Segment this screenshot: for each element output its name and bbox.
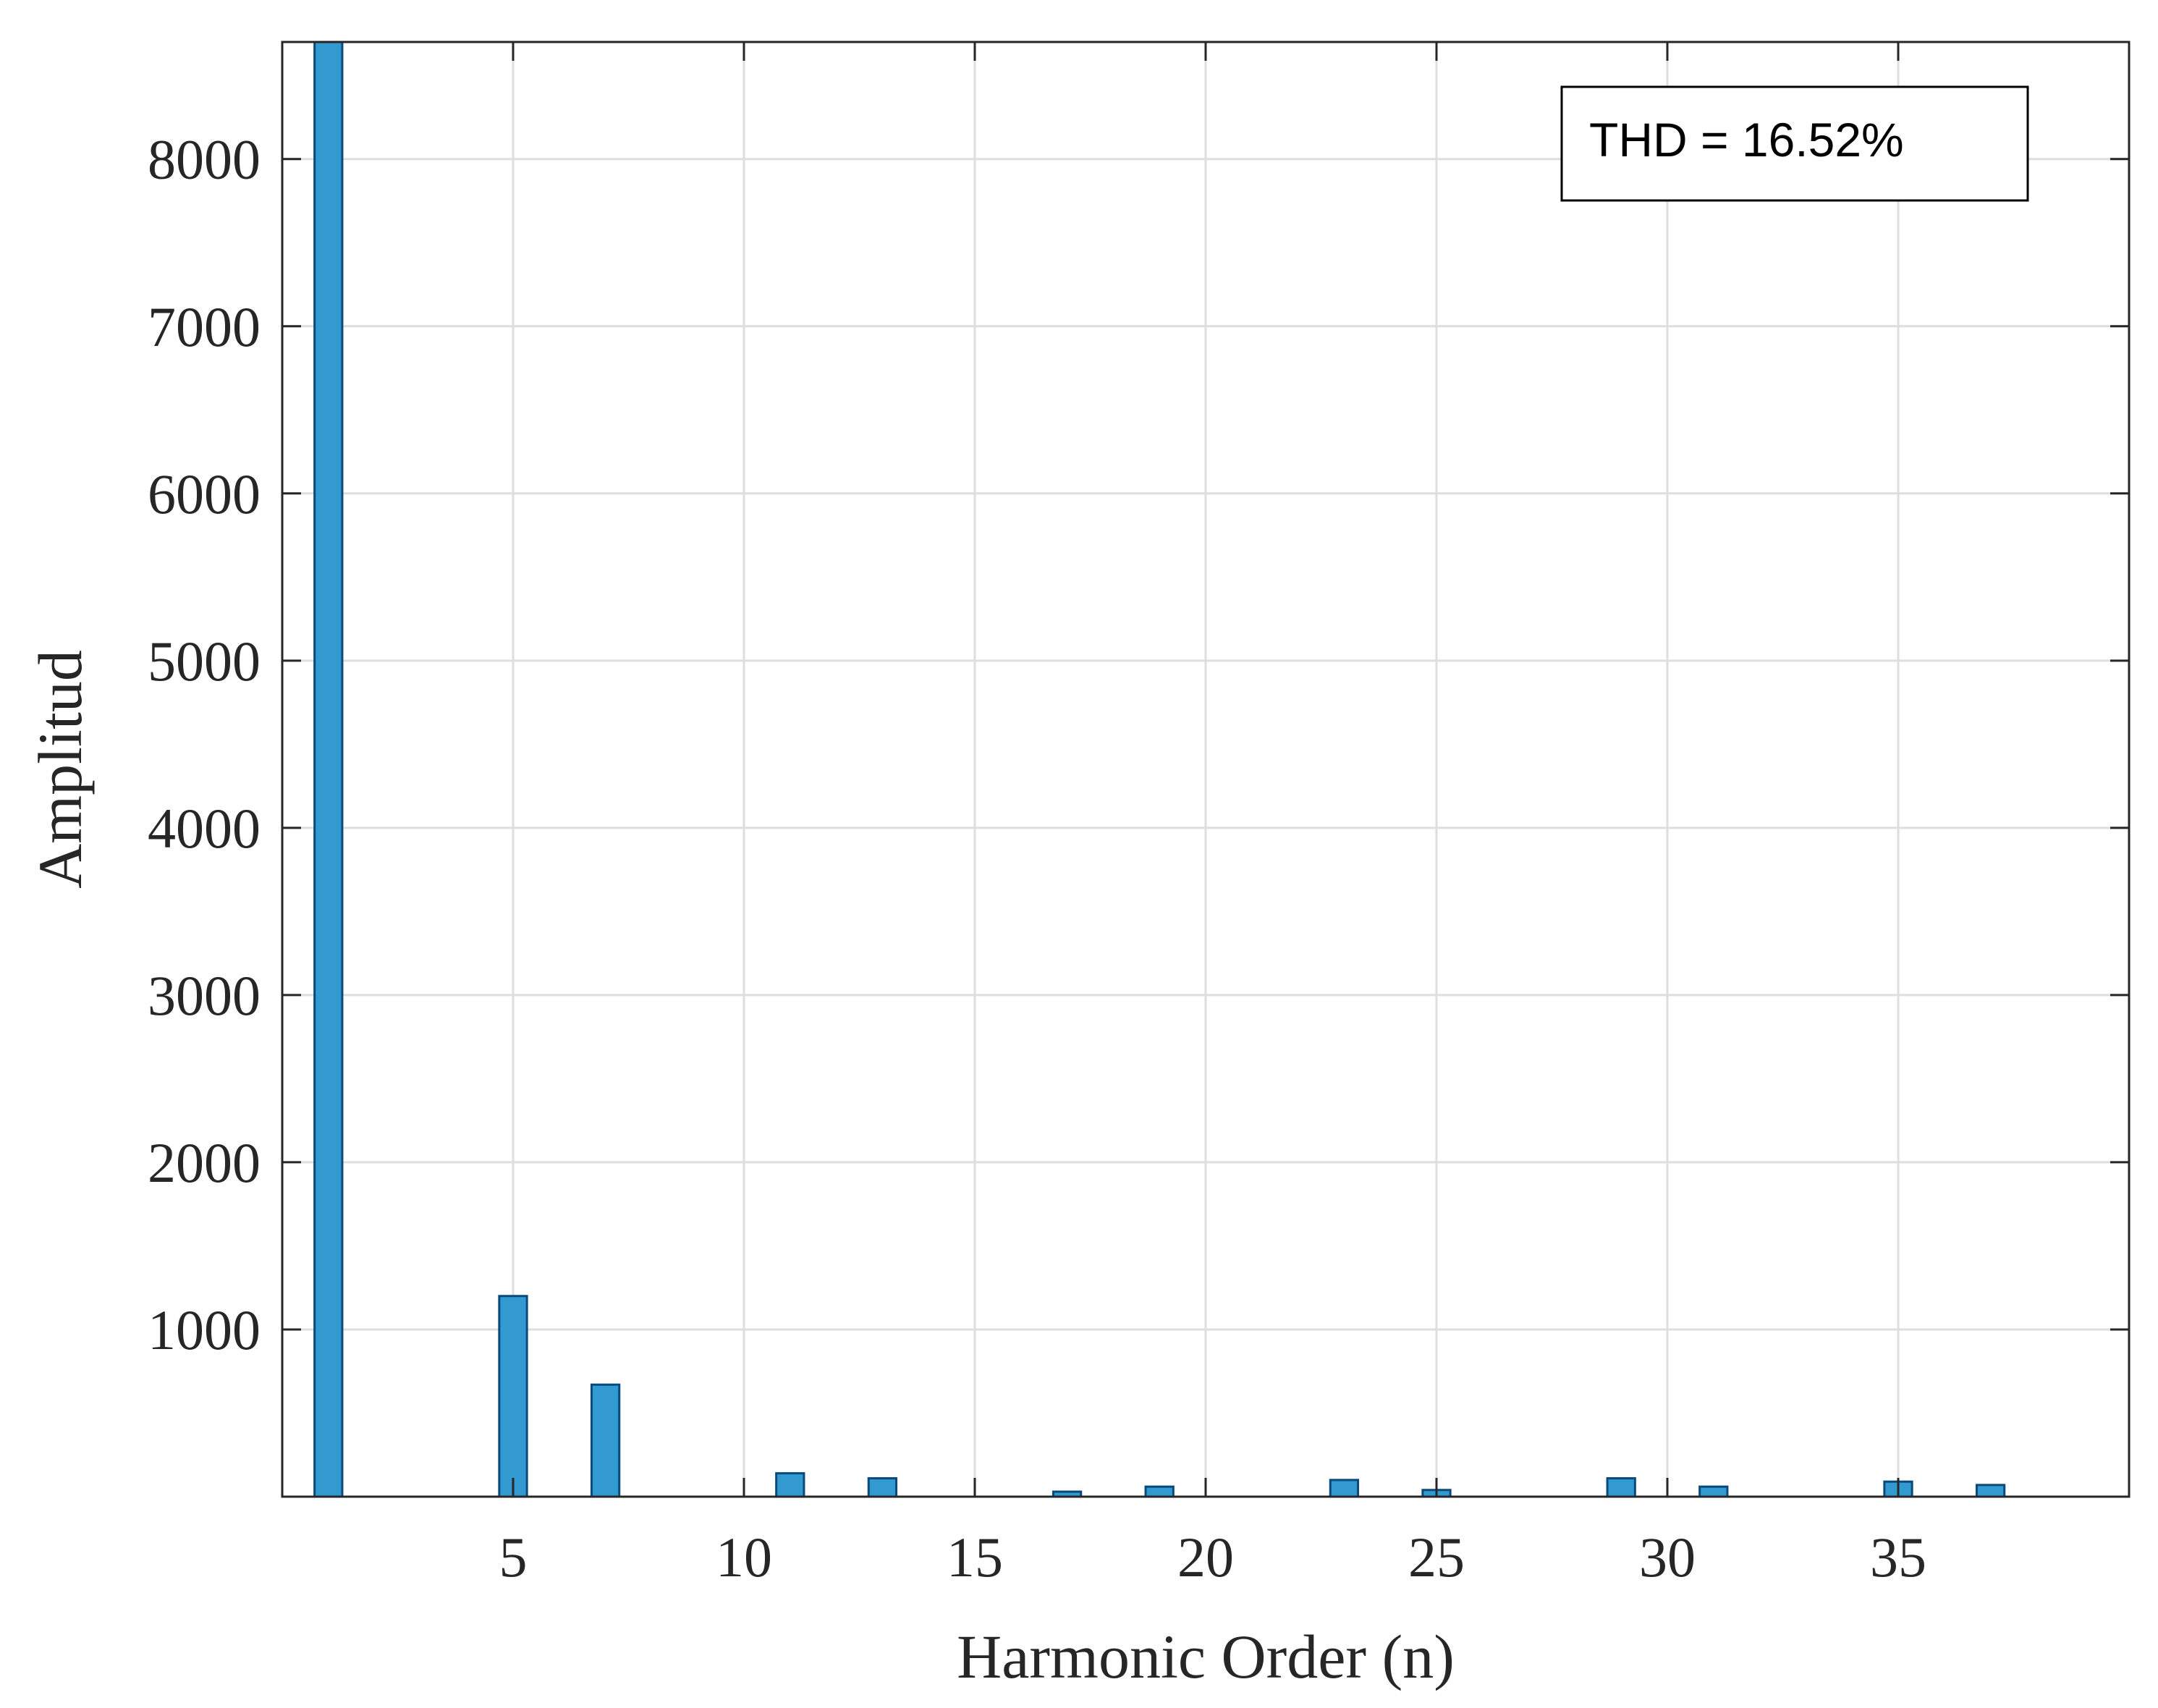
x-tick-label: 20 bbox=[1177, 1526, 1234, 1589]
bar-harmonic-29 bbox=[1606, 1477, 1636, 1498]
y-tick-label: 6000 bbox=[148, 462, 261, 525]
bar-harmonic-11 bbox=[775, 1472, 805, 1498]
x-tick-label: 15 bbox=[947, 1526, 1003, 1589]
y-tick-label: 1000 bbox=[148, 1298, 261, 1361]
x-tick-label: 30 bbox=[1639, 1526, 1696, 1589]
annotation-box bbox=[1560, 85, 2029, 202]
y-tick-label: 5000 bbox=[148, 630, 261, 693]
bar-harmonic-31 bbox=[1698, 1485, 1729, 1498]
bar-harmonic-13 bbox=[867, 1477, 898, 1498]
axis-ticks bbox=[282, 42, 2129, 1497]
x-axis-label: Harmonic Order (n) bbox=[957, 1622, 1455, 1691]
x-tick-label: 5 bbox=[499, 1526, 528, 1589]
bar-harmonic-37 bbox=[1975, 1484, 2006, 1498]
x-tick-label: 25 bbox=[1408, 1526, 1465, 1589]
x-tick-label: 35 bbox=[1870, 1526, 1926, 1589]
bar-harmonic-7 bbox=[590, 1383, 621, 1498]
thd-annotation: THD = 16.52% bbox=[1560, 85, 2029, 202]
y-axis-label: Amplitud bbox=[25, 650, 95, 889]
y-tick-labels: 1000 2000 3000 4000 5000 6000 7000 8000 bbox=[148, 128, 261, 1361]
y-tick-label: 4000 bbox=[148, 797, 261, 860]
annotation-text: THD = 16.52% bbox=[1589, 113, 1904, 166]
bar-harmonic-23 bbox=[1329, 1479, 1360, 1498]
x-tick-labels: 5 10 15 20 25 30 35 bbox=[499, 1526, 1927, 1589]
y-tick-label: 2000 bbox=[148, 1131, 261, 1194]
bar-harmonic-19 bbox=[1144, 1485, 1175, 1498]
bar-harmonic-1 bbox=[313, 41, 344, 1498]
bar-harmonic-5 bbox=[498, 1295, 528, 1498]
y-tick-label: 7000 bbox=[148, 295, 261, 358]
plot-frame bbox=[281, 41, 2131, 1498]
y-tick-label: 3000 bbox=[148, 964, 261, 1027]
y-tick-label: 8000 bbox=[148, 128, 261, 191]
x-tick-label: 10 bbox=[716, 1526, 772, 1589]
grid-lines bbox=[282, 42, 2129, 1497]
